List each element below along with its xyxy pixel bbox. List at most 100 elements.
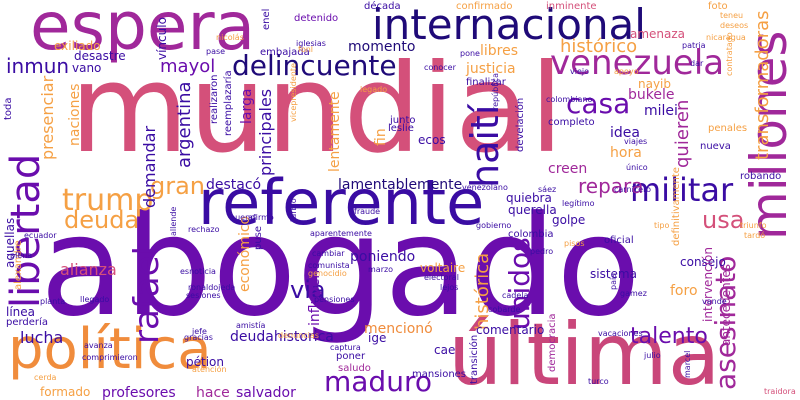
word: conocer — [424, 63, 456, 72]
word: bueno — [230, 213, 256, 222]
word: lamentablemente — [338, 177, 463, 193]
word: viajes — [624, 137, 648, 146]
word: golpe — [552, 213, 586, 227]
word: libres — [480, 43, 519, 59]
word: cambiar — [312, 249, 345, 258]
word: comprimieron — [82, 353, 138, 362]
word: sistema — [590, 267, 637, 281]
word: iglesias — [296, 39, 326, 48]
word: abogado — [40, 186, 641, 347]
word: pone — [460, 49, 480, 58]
word: pensiones — [314, 295, 355, 304]
word: momento — [348, 39, 416, 55]
word: inminente — [546, 1, 597, 12]
word: perdería — [6, 317, 48, 328]
word: marzo — [368, 265, 394, 274]
word: pisos — [564, 239, 585, 248]
word: república — [491, 72, 500, 110]
word: delincuente — [232, 49, 397, 82]
word: última — [448, 305, 721, 400]
word: contratado — [725, 32, 734, 76]
word: transición — [469, 334, 480, 384]
word: lucha — [20, 328, 64, 347]
word: gran — [150, 172, 206, 200]
word: comunista — [308, 261, 350, 270]
word: colombia — [508, 229, 554, 240]
word: década — [364, 1, 401, 12]
word: toda — [3, 97, 14, 120]
word: justicia — [466, 61, 516, 77]
word: rafael — [127, 246, 167, 344]
word: definitivamente — [671, 167, 682, 246]
word: jefe — [192, 327, 207, 336]
word: plena — [10, 251, 33, 260]
word: mundial — [70, 38, 564, 180]
word: formado — [40, 385, 91, 399]
word: oficial — [604, 235, 634, 246]
word: intervención — [701, 247, 715, 322]
word: venezuela — [550, 43, 725, 83]
word: inmun — [6, 54, 70, 78]
word: embajada — [260, 47, 310, 58]
word: línea — [6, 305, 36, 319]
word: completo — [548, 117, 595, 128]
word: legítimo — [562, 199, 595, 208]
word: salvador — [236, 385, 296, 400]
word: genocidio — [308, 269, 347, 278]
word: mayol — [160, 56, 216, 77]
word: usa — [702, 206, 745, 234]
word: colombiano — [546, 95, 593, 104]
word: espera — [30, 0, 256, 65]
word: casa — [566, 87, 631, 120]
word: quiebra — [506, 191, 552, 205]
word: mansiones — [412, 369, 467, 380]
word: vano — [72, 61, 102, 75]
word: deseos — [720, 21, 749, 30]
word: via — [290, 276, 326, 304]
word: comentario — [476, 323, 545, 337]
word: realizaron — [209, 74, 220, 124]
word: fraude — [354, 207, 381, 216]
word: leslie — [388, 123, 414, 134]
word: país — [609, 273, 618, 290]
word: rechazo — [188, 225, 220, 234]
word: denuncias — [278, 331, 319, 340]
word: fin — [373, 128, 389, 146]
word: turco — [588, 377, 609, 386]
word: gracias — [184, 333, 213, 342]
word: cobarde — [488, 305, 521, 314]
word: militar — [630, 171, 734, 209]
word: voltaire — [420, 261, 466, 275]
word: teneu — [720, 11, 744, 20]
word: patria — [682, 41, 706, 50]
word: sáez — [538, 185, 557, 194]
word: consejo — [680, 255, 726, 269]
word: triunfo — [740, 221, 767, 230]
word: sesiones — [186, 291, 221, 300]
word: deudahistorica — [230, 329, 334, 345]
word: pedro — [530, 247, 554, 256]
word: dar — [690, 59, 704, 68]
word: afirmó — [248, 213, 274, 222]
word: amenaza — [630, 27, 686, 41]
word: julio — [644, 351, 661, 360]
word: alexandre — [13, 240, 24, 290]
word: amistía — [236, 321, 266, 330]
word: deuda — [64, 206, 140, 234]
word: argentina — [174, 81, 195, 168]
word: ecos — [418, 133, 446, 147]
word: penales — [708, 123, 748, 134]
word: idea — [610, 125, 640, 141]
word: lentamente — [327, 91, 343, 172]
word: ige — [368, 331, 387, 345]
word: pétion — [186, 355, 224, 369]
word: develación — [515, 97, 526, 152]
word: larga — [239, 88, 255, 124]
word: planta — [40, 297, 66, 306]
word: poner — [336, 351, 366, 362]
word: gamez — [620, 289, 647, 298]
word: vacaciones — [598, 329, 643, 338]
word: traidora — [764, 387, 796, 396]
word: hora — [610, 145, 642, 161]
